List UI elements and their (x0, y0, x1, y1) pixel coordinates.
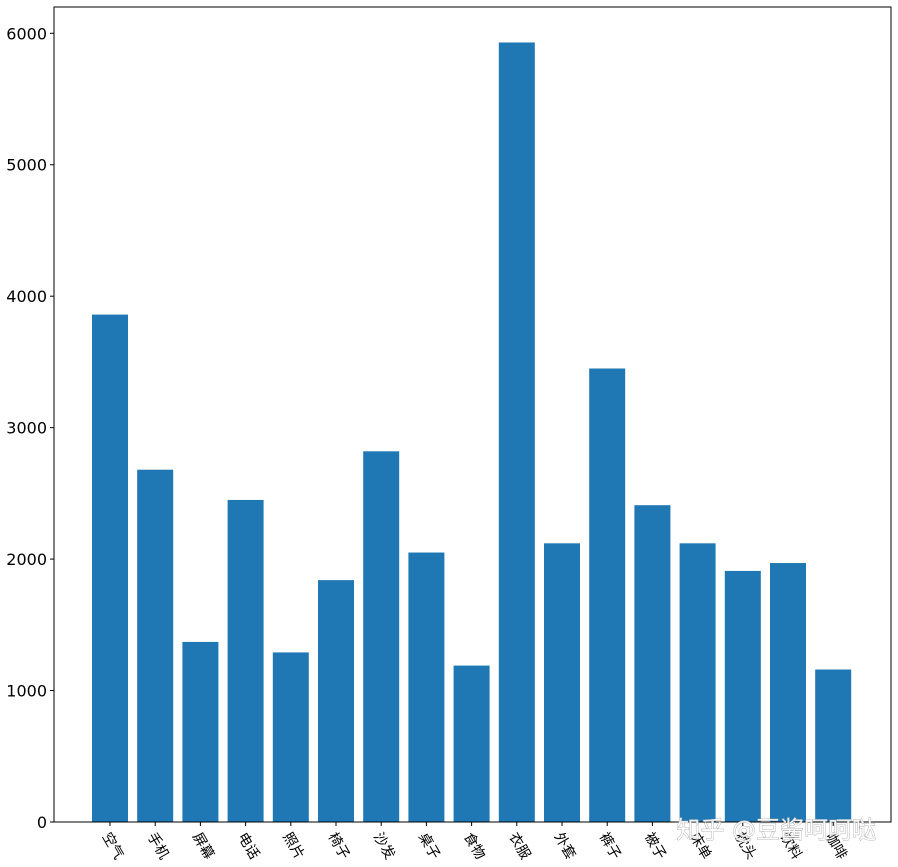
y-tick-label: 4000 (6, 287, 47, 306)
bar-1 (92, 314, 128, 822)
bar-10 (498, 42, 535, 822)
bar-3 (182, 641, 219, 822)
bar-12 (589, 368, 626, 822)
x-tick-label: 外套 (551, 830, 579, 862)
bar-11 (544, 543, 580, 822)
y-tick-label: 2000 (6, 550, 47, 569)
y-tick-label: 6000 (6, 24, 47, 43)
x-tick-label: 衣服 (505, 830, 533, 862)
x-tick-label: 椅子 (325, 830, 353, 862)
bar-7 (363, 451, 400, 822)
watermark-text: 知乎 @豆酱呵呵哒 (676, 816, 876, 844)
bar-14 (679, 543, 716, 822)
x-tick-label: 被子 (641, 830, 669, 862)
x-tick-label: 手机 (144, 830, 172, 862)
bar-5 (272, 652, 309, 822)
bar-4 (227, 499, 264, 822)
bar-2 (137, 469, 174, 822)
x-tick-label: 屏幕 (189, 830, 217, 862)
x-tick-label: 空气 (99, 830, 127, 862)
y-axis: 0 1000 2000 3000 4000 5000 6000 (6, 24, 54, 832)
y-tick-label: 3000 (6, 419, 47, 438)
bar-16 (770, 563, 806, 822)
bar-15 (724, 570, 761, 822)
bars-group (92, 42, 852, 822)
x-tick-label: 桌子 (415, 830, 443, 862)
x-tick-label: 裤子 (596, 830, 624, 862)
y-tick-label: 5000 (6, 156, 47, 175)
y-tick-label: 1000 (6, 682, 47, 701)
x-tick-label: 电话 (234, 830, 262, 862)
bar-6 (318, 580, 354, 822)
bar-13 (634, 505, 671, 822)
x-tick-label: 沙发 (370, 830, 398, 862)
y-tick-label: 0 (37, 813, 47, 832)
plot-frame (53, 6, 892, 823)
x-tick-label: 食物 (460, 830, 489, 863)
bar-8 (408, 552, 445, 822)
x-tick-label: 照片 (279, 830, 307, 862)
bar-9 (453, 665, 490, 822)
bar-17 (815, 669, 852, 822)
